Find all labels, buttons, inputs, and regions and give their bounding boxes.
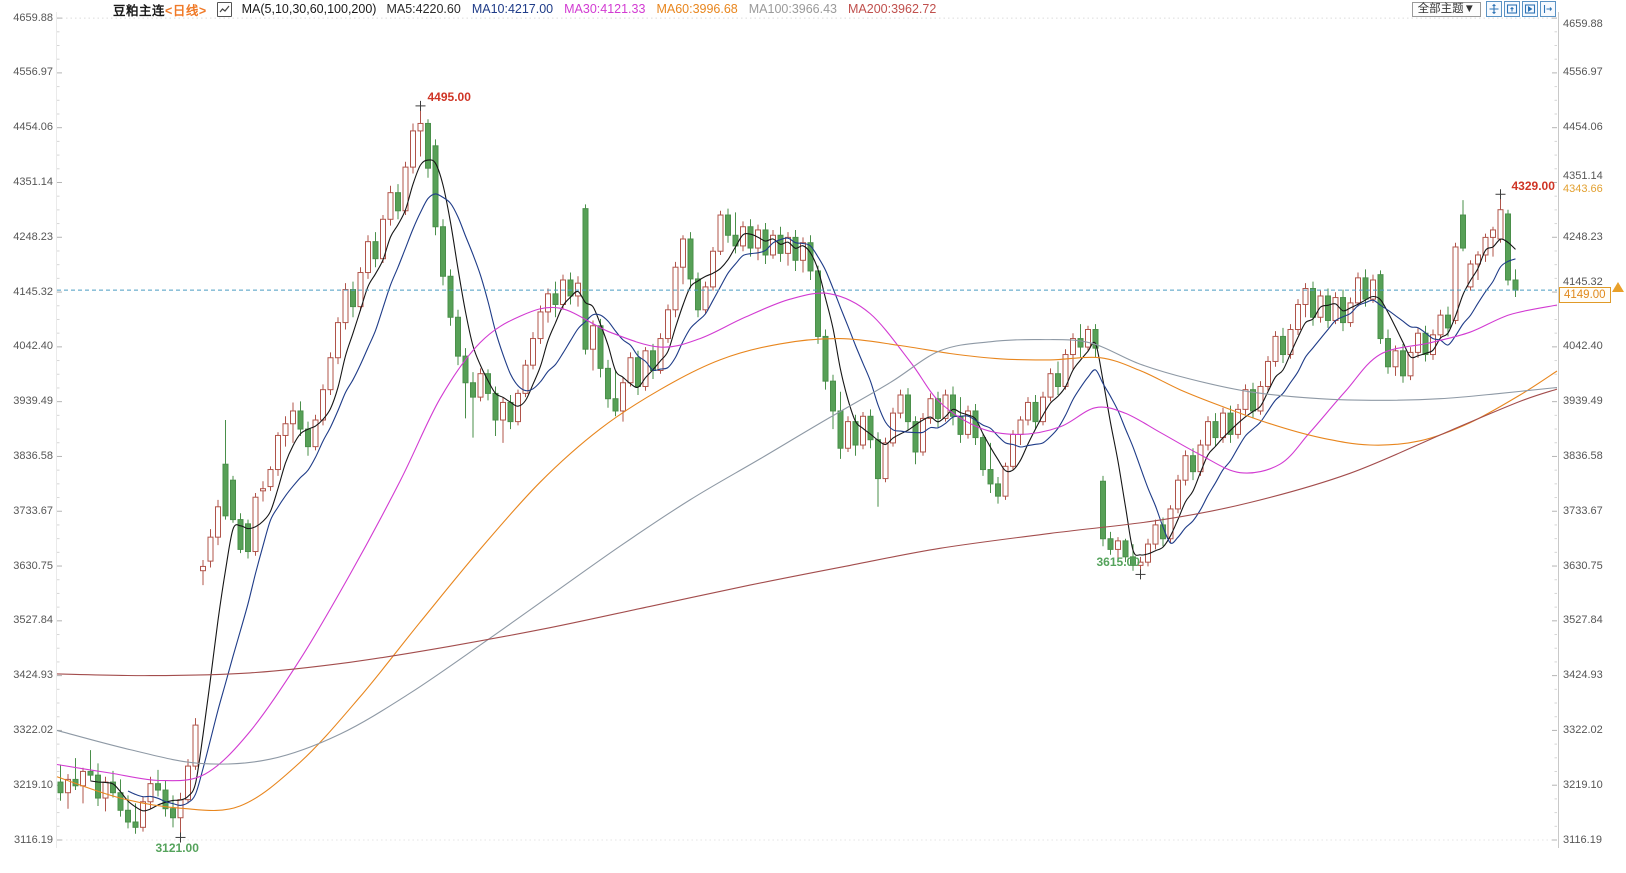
indicator-icon[interactable]	[216, 1, 232, 17]
ma-line-ma200	[56, 388, 1558, 677]
y-axis-label-left: 3733.67	[13, 504, 53, 517]
low-price-annotation: 3121.00	[155, 841, 199, 856]
chart-legend: 豆粕主连 <日线> MA(5,10,30,60,100,200) MA5:4220…	[113, 1, 937, 18]
y-axis-label-right: 3733.67	[1563, 504, 1603, 517]
legend-ma30-value: MA30:4121.33	[564, 2, 646, 16]
ma-line-ma60	[56, 338, 1558, 812]
y-axis-label-right: 3424.93	[1563, 669, 1603, 682]
chart-toolbar: 全部主题▼	[1411, 1, 1556, 17]
y-axis-label-right: 4248.23	[1563, 230, 1603, 243]
settlement-price-label: 4343.66	[1563, 182, 1603, 195]
step-right-icon[interactable]	[1540, 1, 1556, 17]
pan-chart-icon[interactable]	[1522, 1, 1538, 17]
y-axis-label-left: 3527.84	[13, 614, 53, 627]
ma-lines-layer	[56, 159, 1558, 812]
low-price-annotation: 3615.00	[1096, 555, 1140, 570]
ma-line-ma30	[56, 292, 1558, 782]
y-axis-label-left: 3424.93	[13, 669, 53, 682]
y-axis-label-right: 3527.84	[1563, 614, 1603, 627]
y-axis-label-left: 4454.06	[13, 121, 53, 134]
current-price-box: 4149.00	[1559, 287, 1611, 304]
ma-line-ma5	[90, 159, 1516, 812]
y-axis-label-right: 3939.49	[1563, 395, 1603, 408]
extreme-markers	[175, 100, 1506, 843]
y-axis-label-left: 3939.49	[13, 395, 53, 408]
themes-dropdown-button[interactable]: 全部主题▼	[1411, 1, 1481, 17]
y-axis-label-right: 3219.10	[1563, 778, 1603, 791]
y-axis-label-right: 4351.14	[1563, 169, 1603, 182]
fit-vertical-icon[interactable]	[1504, 1, 1520, 17]
legend-ma10-value: MA10:4217.00	[471, 2, 554, 16]
high-price-annotation: 4329.00	[1511, 179, 1555, 194]
price-up-arrow-icon	[1612, 282, 1624, 292]
plot-frame	[56, 12, 1559, 848]
y-axis-label-right: 4454.06	[1563, 121, 1603, 134]
y-axis-label-right: 3116.19	[1563, 833, 1602, 846]
legend-ma100-value: MA100:3966.43	[748, 2, 838, 16]
legend-ma60-value: MA60:3996.68	[656, 2, 738, 16]
ma-line-ma10	[127, 193, 1516, 806]
y-axis-label-right: 3322.02	[1563, 723, 1603, 736]
y-axis-label-right: 4659.88	[1563, 17, 1603, 30]
period-label[interactable]: <日线>	[165, 3, 207, 18]
y-axis-label-right: 4042.40	[1563, 340, 1603, 353]
ma-line-ma100	[56, 339, 1558, 765]
y-axis-label-right: 3836.58	[1563, 449, 1603, 462]
legend-ma200-value: MA200:3962.72	[848, 2, 937, 16]
y-axis-label-left: 4248.23	[13, 230, 53, 243]
y-axis-label-left: 3630.75	[13, 559, 53, 572]
y-axis-label-left: 4042.40	[13, 340, 53, 353]
candles-layer	[57, 105, 1519, 838]
y-axis-label-left: 4145.32	[13, 285, 53, 298]
y-axis-label-right: 3630.75	[1563, 559, 1603, 572]
axis-ticks	[57, 17, 1557, 841]
y-axis-label-left: 3322.02	[13, 723, 53, 736]
y-axis-label-right: 4145.32	[1563, 275, 1603, 288]
ma-group-label: MA(5,10,30,60,100,200)	[241, 2, 377, 16]
y-axis-label-left: 4659.88	[13, 11, 53, 24]
mini-chart-glyph	[219, 5, 230, 12]
y-axis-label-left: 4351.14	[13, 175, 53, 188]
y-axis-label-left: 3219.10	[13, 778, 53, 791]
y-axis-label-right: 4556.97	[1563, 66, 1603, 79]
y-axis-label-left: 4556.97	[13, 66, 53, 79]
legend-ma5-value: MA5:4220.60	[386, 2, 461, 16]
instrument-name[interactable]: 豆粕主连	[113, 3, 166, 18]
y-axis-label-left: 3836.58	[13, 449, 53, 462]
y-axis-label-left: 3116.19	[14, 833, 53, 846]
move-crosshair-icon[interactable]	[1486, 1, 1502, 17]
high-price-annotation: 4495.00	[427, 89, 471, 104]
current-price-layer	[57, 282, 1624, 292]
